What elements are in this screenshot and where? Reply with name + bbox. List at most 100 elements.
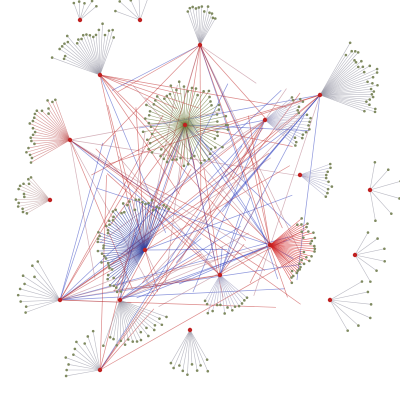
leaf-node	[50, 56, 54, 59]
leaf-node	[65, 368, 68, 372]
spoke	[122, 203, 146, 251]
spoke	[189, 329, 208, 360]
spoke	[107, 232, 146, 251]
spoke	[63, 58, 101, 76]
spoke	[26, 299, 61, 307]
leaf-node	[31, 133, 35, 137]
spoke	[354, 248, 385, 256]
leaf-node	[291, 274, 295, 278]
hub-node	[97, 367, 103, 373]
leaf-node	[115, 343, 119, 347]
leaf-node	[363, 109, 366, 113]
leaf-node	[64, 356, 68, 359]
leaf-node	[96, 240, 100, 244]
hub-node	[97, 72, 103, 78]
spoke	[144, 203, 149, 251]
spoke	[25, 299, 61, 313]
edge	[184, 124, 310, 131]
leaf-node	[28, 122, 32, 125]
edge	[119, 168, 192, 301]
spoke	[144, 206, 167, 251]
leaf-node	[131, 340, 135, 343]
leaf-node	[102, 254, 106, 258]
spoke	[319, 72, 378, 96]
edge	[185, 125, 271, 246]
spoke	[99, 37, 114, 76]
spoke	[123, 212, 146, 251]
spoke	[145, 118, 186, 126]
leaf-node	[144, 202, 147, 206]
leaf-node	[46, 99, 49, 102]
spoke	[99, 30, 110, 76]
spoke	[142, 202, 146, 251]
spoke	[319, 76, 374, 96]
spoke	[34, 113, 71, 141]
spoke	[269, 244, 300, 270]
leaf-node	[383, 260, 386, 263]
leaf-node	[150, 198, 154, 202]
spoke	[135, 199, 146, 251]
leaf-node	[208, 11, 211, 14]
spoke	[319, 52, 359, 96]
leaf-node	[102, 246, 105, 250]
spoke	[144, 208, 160, 251]
leaf-node	[186, 90, 189, 93]
spoke	[119, 299, 156, 326]
spoke	[169, 93, 186, 126]
leaf-node	[178, 364, 181, 367]
leaf-node	[383, 247, 386, 251]
spoke	[187, 11, 201, 46]
leaf-node	[85, 33, 88, 36]
edge	[99, 175, 107, 371]
leaf-node	[64, 374, 68, 378]
spoke	[369, 189, 392, 214]
edge	[145, 119, 266, 216]
leaf-node	[163, 97, 166, 100]
spoke	[264, 117, 311, 121]
spoke	[299, 174, 327, 179]
spoke	[26, 199, 51, 214]
edge	[199, 44, 257, 84]
leaf-node	[33, 142, 36, 146]
spoke	[78, 1, 81, 21]
spoke	[184, 124, 218, 137]
leaf-node	[40, 109, 44, 113]
leaf-node	[190, 363, 194, 366]
spoke	[178, 81, 186, 126]
spoke	[180, 124, 186, 159]
leaf-node	[368, 64, 372, 68]
edge	[99, 74, 199, 109]
spoke	[109, 249, 146, 286]
spoke	[299, 167, 331, 176]
edge	[144, 249, 159, 278]
spoke	[92, 36, 101, 76]
leaf-node	[29, 176, 33, 179]
spoke	[120, 249, 146, 292]
spoke	[173, 329, 191, 369]
spoke	[119, 299, 122, 341]
leaf-node	[128, 200, 131, 203]
spoke	[184, 96, 210, 126]
leaf-node	[219, 303, 222, 307]
spoke	[99, 235, 146, 251]
spoke	[97, 241, 146, 251]
edge	[219, 213, 241, 276]
leaf-node	[165, 205, 168, 208]
leaf-node	[346, 329, 349, 332]
spoke	[119, 299, 149, 337]
spoke	[107, 249, 146, 280]
spoke	[269, 232, 314, 246]
edge	[142, 119, 266, 284]
leaf-node	[353, 49, 357, 53]
spoke	[30, 139, 71, 163]
spoke	[116, 299, 121, 346]
edge	[248, 146, 271, 246]
leaf-node	[77, 38, 80, 41]
leaf-node	[83, 342, 87, 345]
leaf-node	[141, 200, 144, 204]
spoke	[113, 299, 121, 340]
leaf-node	[240, 302, 244, 305]
leaf-node	[106, 273, 110, 277]
leaf-node	[211, 309, 214, 313]
spoke	[184, 87, 193, 126]
